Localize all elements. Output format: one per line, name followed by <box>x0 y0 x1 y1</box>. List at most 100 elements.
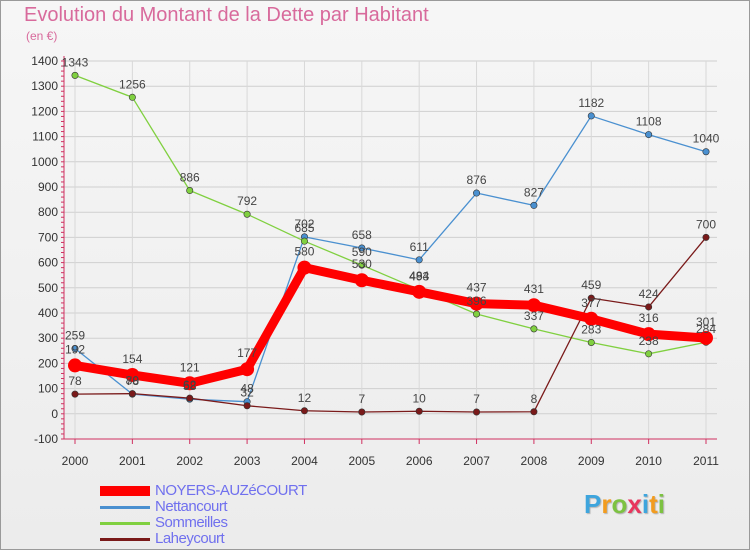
data-label: 283 <box>581 322 601 336</box>
data-label: 431 <box>524 282 544 296</box>
data-label: 7 <box>358 392 365 406</box>
data-label: 1182 <box>578 96 604 110</box>
data-label: 530 <box>352 257 372 271</box>
data-point <box>125 367 140 382</box>
x-tick-label: 2009 <box>578 454 605 468</box>
y-tick-label: 0 <box>51 407 58 421</box>
data-label: 377 <box>581 296 601 310</box>
logo-letter: i <box>641 489 650 519</box>
data-label: 1343 <box>62 55 89 69</box>
series-line <box>74 74 707 355</box>
logo-letter: t <box>649 489 658 519</box>
data-point <box>243 210 251 218</box>
data-point <box>182 376 197 391</box>
data-label: 484 <box>409 269 429 283</box>
data-point <box>415 407 423 415</box>
y-tick-label: 500 <box>38 281 58 295</box>
data-label: 154 <box>122 352 142 366</box>
data-point <box>71 71 79 79</box>
data-point <box>128 93 136 101</box>
data-point <box>702 148 710 156</box>
y-tick-label: 300 <box>38 331 58 345</box>
data-label: 658 <box>352 228 372 242</box>
data-label: 316 <box>639 311 659 325</box>
series-line <box>74 115 707 403</box>
data-point <box>469 296 484 311</box>
data-point <box>358 244 366 252</box>
data-point <box>645 131 653 139</box>
logo-letter: o <box>611 489 628 519</box>
data-point <box>587 294 595 302</box>
data-label: 7 <box>473 392 480 406</box>
legend-item: Laheycourt <box>100 531 440 547</box>
data-label: 284 <box>696 322 716 336</box>
data-point <box>186 394 194 402</box>
data-label: 876 <box>467 173 487 187</box>
data-point <box>300 407 308 415</box>
series-line <box>70 263 711 388</box>
data-label: 301 <box>696 315 716 329</box>
y-tick-label: 100 <box>38 382 58 396</box>
legend-swatch <box>100 486 150 496</box>
legend-swatch <box>100 538 150 541</box>
line-chart: -100 0 100 200 300 400 500 600 700 800 900 1000 1100… <box>31 54 720 468</box>
data-point <box>645 350 653 358</box>
data-label: 590 <box>352 245 372 259</box>
data-point <box>699 330 713 345</box>
data-point <box>297 260 312 275</box>
y-tick-label: 1200 <box>31 104 58 118</box>
data-point <box>473 408 481 416</box>
y-tick-label: 400 <box>38 306 58 320</box>
data-label: 58 <box>183 379 197 393</box>
data-point <box>641 327 656 342</box>
y-tick-label: 800 <box>38 205 58 219</box>
series-points <box>68 71 713 416</box>
axes: -100 0 100 200 300 400 500 600 700 800 900 1000 1100… <box>31 54 719 468</box>
data-label: 424 <box>639 287 659 301</box>
chart-title: Evolution du Montant de la Dette par Hab… <box>24 4 429 26</box>
data-label: 78 <box>126 374 140 388</box>
data-point <box>186 187 194 195</box>
y-tick-label: 700 <box>38 230 58 244</box>
grid <box>64 60 717 440</box>
data-point <box>240 362 255 377</box>
data-label: 1256 <box>119 77 146 91</box>
legend-swatch <box>100 522 150 525</box>
logo-letter: i <box>657 489 665 519</box>
y-tick-label: -100 <box>34 432 58 446</box>
data-label: 459 <box>581 278 601 292</box>
data-point <box>243 402 251 410</box>
y-tick-label: 900 <box>38 180 58 194</box>
data-point <box>354 273 369 288</box>
legend-swatch <box>100 506 150 509</box>
data-label: 238 <box>639 334 659 348</box>
data-label: 177 <box>237 346 257 360</box>
data-label: 10 <box>413 391 427 405</box>
data-label: 62 <box>183 378 197 392</box>
data-label: 48 <box>240 382 254 396</box>
data-point <box>358 261 366 269</box>
x-tick-label: 2002 <box>176 454 203 468</box>
legend-label: NOYERS-AUZéCOURT <box>155 482 307 499</box>
data-point <box>473 189 481 197</box>
x-tick-label: 2004 <box>291 454 318 468</box>
data-point <box>702 233 710 241</box>
legend-item: Sommeilles <box>100 515 440 531</box>
data-point <box>415 256 423 264</box>
data-point <box>358 408 366 416</box>
data-label: 886 <box>180 171 200 185</box>
legend: NOYERS-AUZéCOURT Nettancourt Sommeilles … <box>100 483 440 547</box>
legend-label: Sommeilles <box>155 514 228 531</box>
y-tick-label: 1100 <box>32 130 58 144</box>
x-tick-label: 2005 <box>348 454 375 468</box>
data-point <box>587 338 595 346</box>
x-tick-label: 2010 <box>635 454 662 468</box>
data-label: 78 <box>68 374 82 388</box>
data-point <box>530 408 538 416</box>
logo-letter: r <box>601 489 612 519</box>
x-tick-label: 2006 <box>406 454 433 468</box>
x-tick-label: 2001 <box>119 454 146 468</box>
data-label: 685 <box>294 221 314 235</box>
